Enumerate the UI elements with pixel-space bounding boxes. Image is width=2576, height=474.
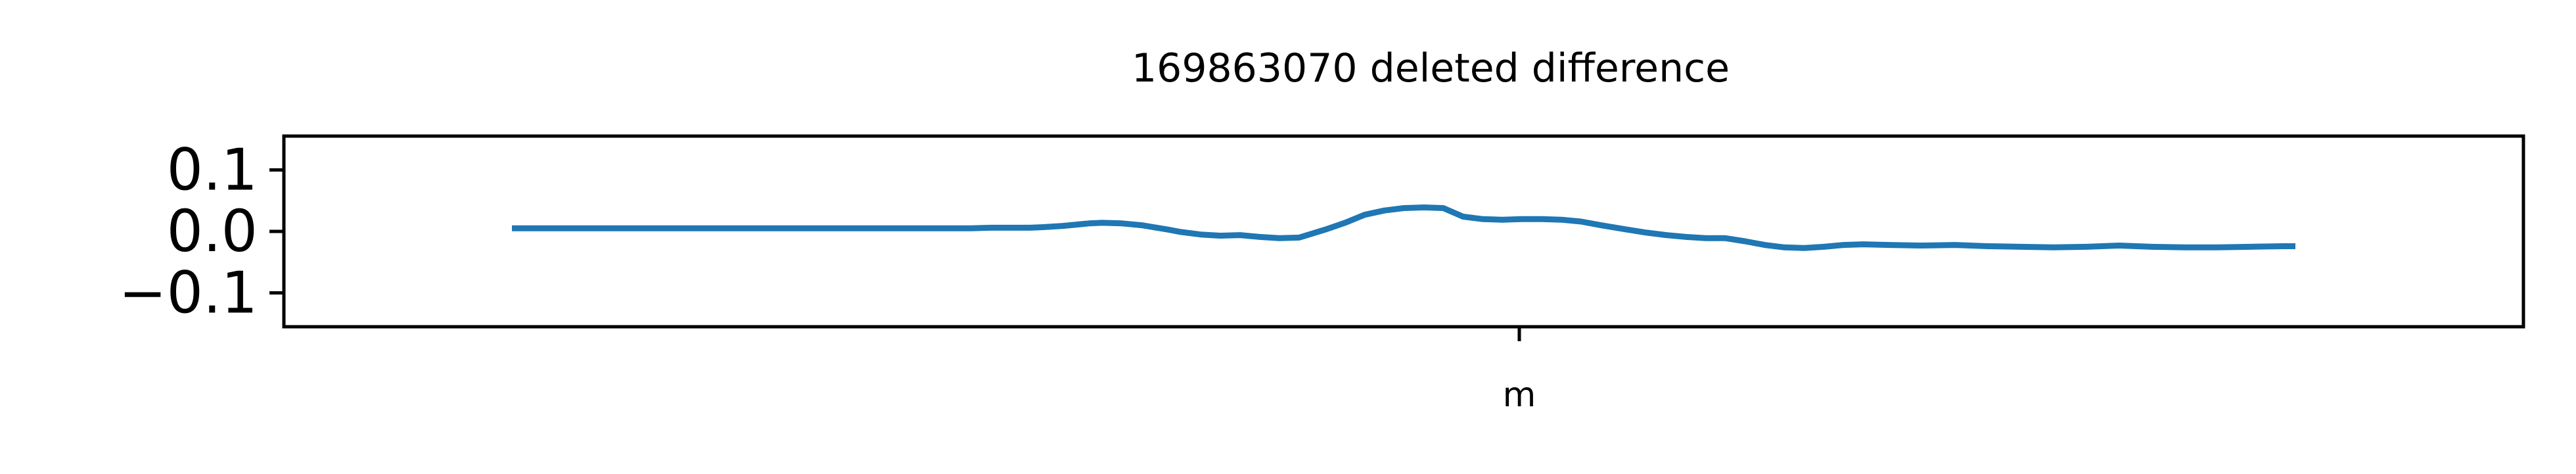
y-tick-label-0: 0.1 bbox=[167, 136, 258, 203]
x-tick-label-0: m bbox=[1503, 375, 1536, 415]
series-line-0 bbox=[512, 204, 2295, 251]
chart-title: 169863070 deleted difference bbox=[1132, 45, 1730, 91]
x-axis: m bbox=[1503, 327, 1536, 415]
y-axis: 0.10.0−0.1 bbox=[119, 136, 284, 327]
plot-frame bbox=[282, 134, 2525, 329]
plot-area bbox=[284, 136, 2523, 327]
y-tick-label-2: −0.1 bbox=[119, 260, 258, 327]
series-layer bbox=[512, 204, 2295, 251]
y-tick-label-1: 0.0 bbox=[167, 198, 258, 265]
